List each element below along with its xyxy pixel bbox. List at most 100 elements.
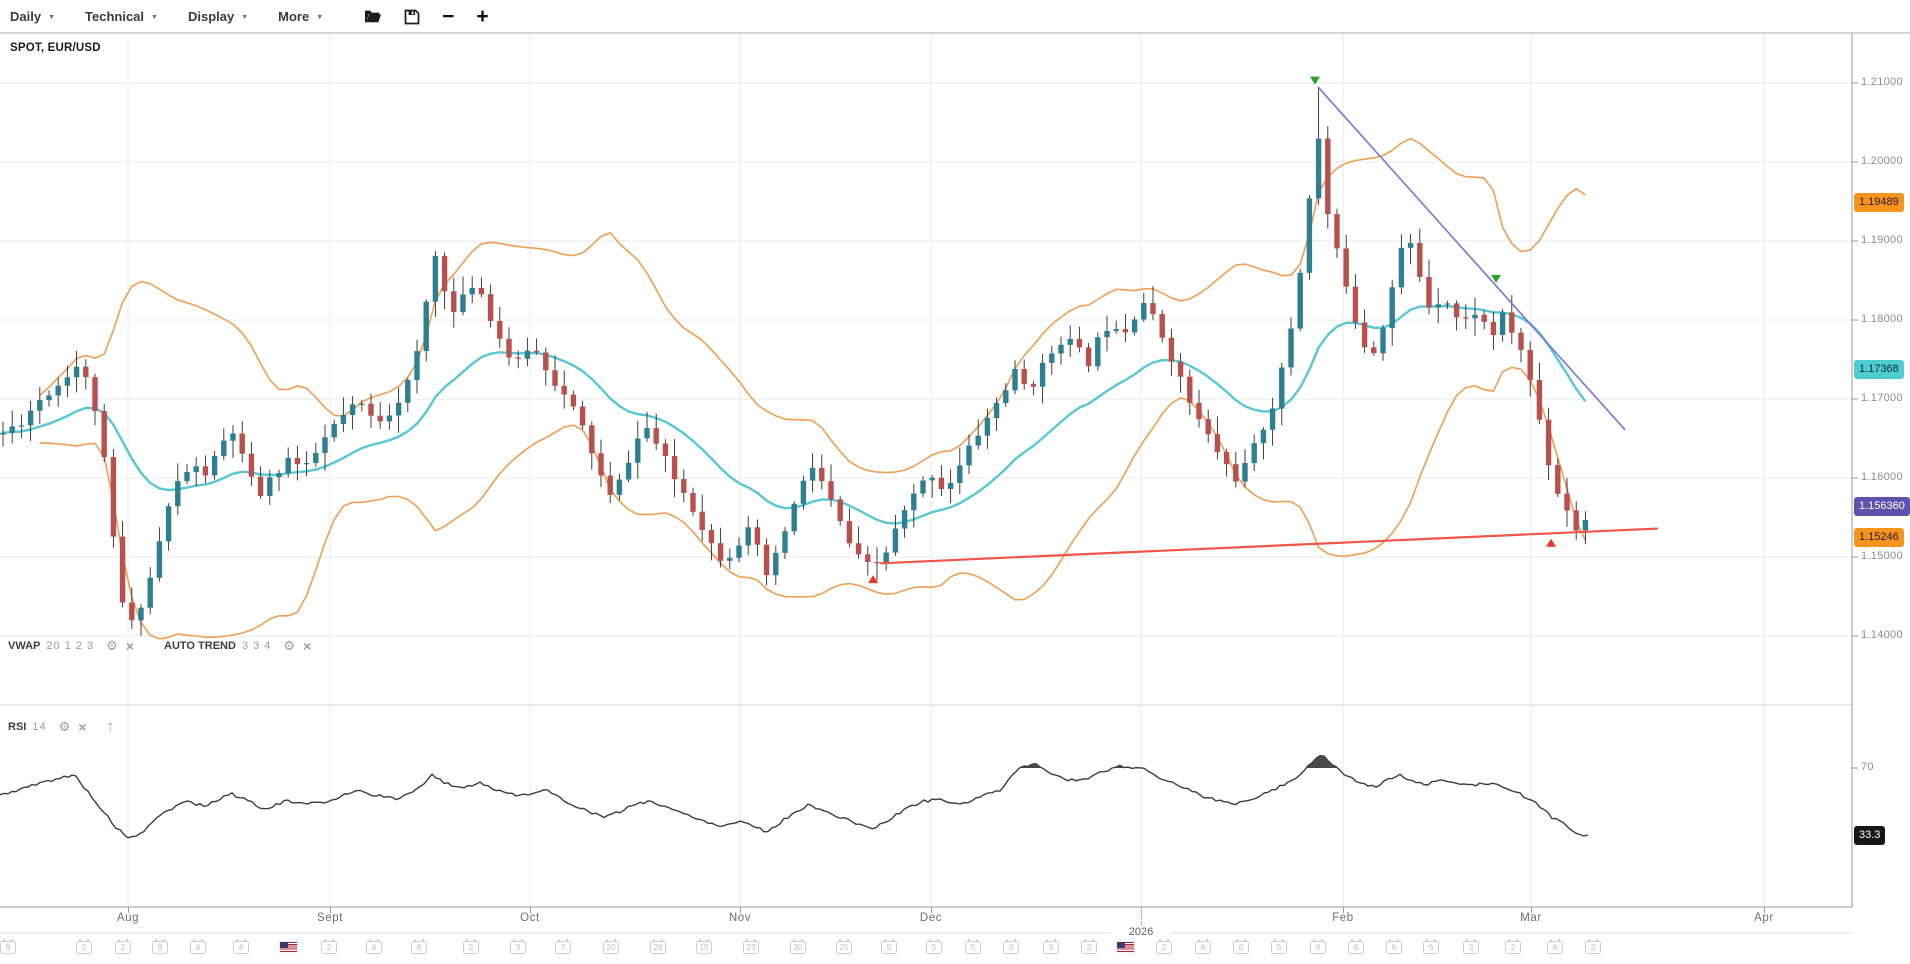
- bollinger-lower-badge: 1.15246: [1854, 528, 1904, 548]
- price-tick-label: 1.20000: [1861, 155, 1903, 167]
- month-label: Nov: [728, 912, 752, 924]
- zoom-in-button[interactable]: +: [476, 5, 488, 29]
- last-price-badge: 1.156360: [1854, 497, 1910, 517]
- calendar-event-icon[interactable]: 6: [1547, 938, 1563, 954]
- calendar-event-icon[interactable]: 2: [463, 938, 479, 954]
- vwap-remove-icon[interactable]: ×: [125, 638, 135, 654]
- calendar-event-icon[interactable]: 6: [1423, 938, 1439, 954]
- menu-technical[interactable]: Technical ▼: [85, 9, 158, 24]
- rsi-indicator-label: RSI: [8, 721, 27, 733]
- calendar-event-icon[interactable]: 9: [1310, 938, 1326, 954]
- symbol-label: SPOT, EUR/USD: [10, 42, 101, 54]
- calendar-event-icon[interactable]: 20: [603, 938, 619, 954]
- menu-timeframe-daily[interactable]: Daily ▼: [10, 9, 55, 24]
- year-label: 2026: [1111, 926, 1171, 938]
- month-tick: [128, 907, 129, 913]
- price-tick-label: 1.15000: [1861, 550, 1903, 562]
- rsi-move-up-arrow-icon[interactable]: ↑: [106, 718, 114, 735]
- month-tick: [1764, 907, 1765, 913]
- calendar-event-icon[interactable]: 4: [366, 938, 382, 954]
- price-tick-label: 1.19000: [1861, 234, 1903, 246]
- price-tick-label: 1.16000: [1861, 471, 1903, 483]
- month-label: Apr: [1754, 912, 1774, 924]
- calendar-event-icon[interactable]: 3: [510, 938, 526, 954]
- minus-icon: −: [442, 4, 455, 28]
- menu-label: Daily: [10, 9, 42, 24]
- calendar-event-icon[interactable]: 9: [1043, 938, 1059, 954]
- calendar-event-icon[interactable]: 9: [0, 938, 16, 954]
- calendar-event-icon[interactable]: 5: [926, 938, 942, 954]
- us-flag-event-icon[interactable]: [1117, 942, 1134, 953]
- calendar-event-icon[interactable]: 15: [696, 938, 712, 954]
- chevron-down-icon: ▼: [48, 14, 56, 21]
- vwap-badge: 1.17368: [1854, 360, 1904, 380]
- calendar-event-icon[interactable]: 2: [1156, 938, 1172, 954]
- auto-trend-remove-icon[interactable]: ×: [303, 638, 312, 654]
- auto-trend-params: 3 3 4: [241, 640, 272, 652]
- month-label: Sept: [316, 912, 344, 924]
- bollinger-upper-badge: 1.19489: [1854, 192, 1904, 212]
- calendar-event-icon[interactable]: 6: [1195, 938, 1211, 954]
- chevron-down-icon: ▼: [241, 14, 249, 21]
- us-flag-event-icon[interactable]: [280, 942, 297, 953]
- menu-label: Technical: [85, 9, 145, 24]
- calendar-event-icon[interactable]: 7: [555, 938, 571, 954]
- menu-label: More: [278, 9, 310, 24]
- calendar-event-icon[interactable]: 23: [743, 938, 759, 954]
- month-tick: [530, 907, 531, 913]
- month-tick: [1531, 907, 1532, 913]
- calendar-event-icon[interactable]: 4: [233, 938, 249, 954]
- calendar-event-icon[interactable]: 6: [1233, 938, 1249, 954]
- calendar-event-icon[interactable]: 3: [1003, 938, 1019, 954]
- menu-display[interactable]: Display ▼: [188, 9, 248, 24]
- calendar-event-icon[interactable]: 8: [411, 938, 427, 954]
- calendar-event-icon[interactable]: 3: [76, 938, 92, 954]
- vwap-settings-gear-icon[interactable]: ⚙: [106, 638, 118, 653]
- calendar-event-icon[interactable]: 6: [1348, 938, 1364, 954]
- calendar-event-icon[interactable]: 2: [321, 938, 337, 954]
- month-tick: [931, 907, 932, 913]
- calendar-event-icon[interactable]: 8: [152, 938, 168, 954]
- calendar-event-icon[interactable]: 28: [650, 938, 666, 954]
- month-tick: [740, 907, 741, 913]
- calendar-event-icon[interactable]: 25: [836, 938, 852, 954]
- calendar-event-icon[interactable]: 5: [965, 938, 981, 954]
- calendar-event-icon[interactable]: 3: [1463, 938, 1479, 954]
- rsi-value-badge: 33.3: [1854, 825, 1886, 845]
- price-tick-label: 1.14000: [1861, 629, 1903, 641]
- zoom-out-button[interactable]: −: [442, 5, 454, 29]
- calendar-event-icon[interactable]: 2: [115, 938, 131, 954]
- rsi-tick-label: 70: [1861, 761, 1874, 773]
- rsi-settings-gear-icon[interactable]: ⚙: [58, 719, 71, 734]
- month-label: Oct: [520, 912, 540, 924]
- open-folder-icon[interactable]: [364, 5, 382, 29]
- calendar-event-icon[interactable]: 3: [1081, 938, 1097, 954]
- auto-trend-indicator-label: AUTO TREND: [164, 640, 236, 652]
- calendar-event-icon[interactable]: 6: [1386, 938, 1402, 954]
- month-label: Dec: [919, 912, 943, 924]
- price-tick-label: 1.18000: [1861, 313, 1903, 325]
- calendar-event-icon[interactable]: 4: [190, 938, 206, 954]
- calendar-event-icon[interactable]: 30: [790, 938, 806, 954]
- rsi-remove-icon[interactable]: ×: [78, 719, 87, 735]
- calendar-event-icon[interactable]: 5: [1271, 938, 1287, 954]
- price-tick-label: 1.21000: [1861, 76, 1903, 88]
- menu-more[interactable]: More ▼: [278, 9, 323, 24]
- month-label: Aug: [116, 912, 140, 924]
- menu-label: Display: [187, 9, 235, 24]
- vwap-indicator-label: VWAP: [8, 640, 41, 652]
- year-divider-dotted-line: [1141, 907, 1142, 926]
- price-tick-label: 1.17000: [1861, 392, 1903, 404]
- calendar-event-icon[interactable]: 3: [1585, 938, 1601, 954]
- month-tick: [1343, 907, 1344, 913]
- month-label: Mar: [1520, 912, 1542, 924]
- calendar-event-icon[interactable]: 5: [881, 938, 897, 954]
- auto-trend-settings-gear-icon[interactable]: ⚙: [283, 638, 296, 653]
- month-label: Feb: [1332, 912, 1354, 924]
- calendar-event-icon[interactable]: 2: [1505, 938, 1521, 954]
- month-tick: [330, 907, 331, 913]
- save-icon[interactable]: [404, 5, 420, 29]
